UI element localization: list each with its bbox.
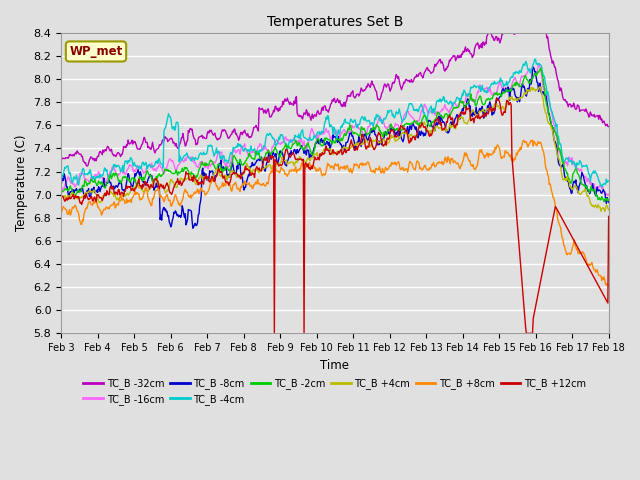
- TC_B -8cm: [529, 64, 537, 70]
- TC_B -4cm: [605, 179, 612, 184]
- TC_B +4cm: [58, 195, 65, 201]
- Title: Temperatures Set B: Temperatures Set B: [267, 15, 403, 29]
- TC_B +12cm: [58, 192, 65, 198]
- TC_B +4cm: [401, 131, 409, 137]
- TC_B -8cm: [67, 189, 75, 195]
- Line: TC_B +12cm: TC_B +12cm: [61, 98, 609, 333]
- Y-axis label: Temperature (C): Temperature (C): [15, 135, 28, 231]
- TC_B +12cm: [124, 185, 131, 191]
- Line: TC_B -32cm: TC_B -32cm: [61, 33, 609, 166]
- TC_B +12cm: [403, 129, 410, 134]
- TC_B -32cm: [67, 153, 75, 158]
- TC_B +8cm: [67, 211, 75, 216]
- TC_B -16cm: [124, 167, 131, 172]
- TC_B -16cm: [401, 111, 409, 117]
- TC_B +12cm: [67, 195, 75, 201]
- TC_B -8cm: [58, 181, 65, 187]
- TC_B -2cm: [124, 175, 131, 181]
- TC_B -2cm: [401, 121, 409, 127]
- TC_B -4cm: [179, 156, 187, 161]
- TC_B -8cm: [124, 174, 131, 180]
- TC_B +12cm: [418, 120, 426, 126]
- TC_B +8cm: [605, 283, 612, 289]
- TC_B -32cm: [605, 124, 612, 130]
- TC_B -8cm: [189, 226, 196, 231]
- TC_B -2cm: [600, 199, 608, 204]
- TC_B +4cm: [536, 84, 544, 90]
- TC_B -32cm: [83, 163, 91, 169]
- TC_B +12cm: [179, 179, 187, 185]
- TC_B -2cm: [58, 189, 65, 194]
- TC_B +4cm: [208, 177, 216, 182]
- TC_B -32cm: [58, 158, 65, 164]
- TC_B -8cm: [418, 131, 426, 136]
- TC_B -16cm: [208, 160, 216, 166]
- TC_B -32cm: [403, 76, 410, 82]
- TC_B -8cm: [605, 199, 612, 205]
- TC_B +8cm: [529, 137, 536, 143]
- Line: TC_B -8cm: TC_B -8cm: [61, 67, 609, 228]
- TC_B -4cm: [598, 184, 605, 190]
- TC_B +8cm: [208, 179, 216, 184]
- TC_B -2cm: [179, 169, 187, 175]
- Line: TC_B +8cm: TC_B +8cm: [61, 140, 609, 286]
- TC_B +4cm: [67, 191, 75, 197]
- TC_B -2cm: [537, 65, 545, 71]
- TC_B -32cm: [485, 30, 493, 36]
- TC_B -16cm: [179, 158, 187, 164]
- TC_B -2cm: [67, 185, 75, 191]
- TC_B -2cm: [417, 120, 425, 126]
- TC_B -4cm: [58, 176, 65, 181]
- TC_B +8cm: [401, 166, 409, 172]
- TC_B -4cm: [124, 161, 131, 167]
- Line: TC_B -4cm: TC_B -4cm: [61, 59, 609, 187]
- TC_B -4cm: [417, 101, 425, 107]
- TC_B +12cm: [208, 174, 216, 180]
- TC_B +4cm: [179, 178, 187, 183]
- TC_B +12cm: [605, 214, 612, 219]
- TC_B +8cm: [124, 200, 131, 205]
- TC_B -32cm: [418, 73, 426, 79]
- TC_B +8cm: [58, 206, 65, 212]
- TC_B +8cm: [179, 196, 187, 202]
- TC_B -16cm: [417, 108, 425, 114]
- TC_B -4cm: [401, 115, 409, 120]
- TC_B +4cm: [417, 122, 425, 128]
- TC_B -16cm: [605, 192, 612, 198]
- Text: WP_met: WP_met: [69, 45, 123, 58]
- TC_B +12cm: [493, 95, 500, 101]
- TC_B +4cm: [605, 207, 612, 213]
- TC_B -16cm: [604, 192, 611, 198]
- TC_B +4cm: [124, 191, 131, 196]
- TC_B -16cm: [67, 180, 75, 186]
- TC_B -16cm: [535, 60, 543, 66]
- TC_B -8cm: [403, 129, 410, 134]
- TC_B -4cm: [67, 175, 75, 181]
- Legend: TC_B -32cm, TC_B -16cm, TC_B -8cm, TC_B -4cm, TC_B -2cm, TC_B +4cm, TC_B +8cm, T: TC_B -32cm, TC_B -16cm, TC_B -8cm, TC_B …: [79, 374, 590, 408]
- TC_B -32cm: [209, 131, 216, 137]
- TC_B -8cm: [179, 206, 187, 212]
- Line: TC_B -2cm: TC_B -2cm: [61, 68, 609, 202]
- TC_B -32cm: [180, 136, 188, 142]
- Line: TC_B -16cm: TC_B -16cm: [61, 63, 609, 195]
- X-axis label: Time: Time: [321, 359, 349, 372]
- TC_B -16cm: [58, 184, 65, 190]
- TC_B +8cm: [417, 166, 425, 172]
- TC_B -2cm: [605, 198, 612, 204]
- TC_B +12cm: [271, 330, 278, 336]
- TC_B -32cm: [124, 137, 132, 143]
- TC_B -4cm: [208, 143, 216, 149]
- TC_B -4cm: [532, 56, 540, 62]
- TC_B +4cm: [601, 208, 609, 214]
- Line: TC_B +4cm: TC_B +4cm: [61, 87, 609, 211]
- TC_B -8cm: [209, 168, 216, 174]
- TC_B -2cm: [208, 158, 216, 164]
